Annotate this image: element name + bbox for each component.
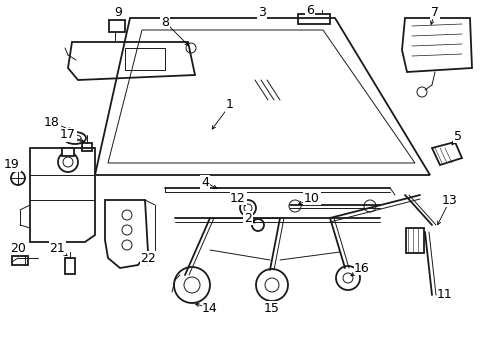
Bar	[62, 148, 74, 156]
Text: 11: 11	[436, 288, 452, 302]
Text: 12: 12	[230, 192, 245, 204]
Text: 4: 4	[201, 175, 208, 189]
Text: 6: 6	[305, 4, 313, 17]
Text: 9: 9	[114, 5, 122, 18]
Bar	[82, 143, 92, 151]
Text: 10: 10	[304, 192, 319, 204]
Text: 2: 2	[244, 211, 251, 225]
Text: 14: 14	[202, 302, 218, 315]
Text: 18: 18	[44, 116, 60, 129]
Bar	[12, 256, 28, 265]
Text: 15: 15	[264, 302, 279, 315]
Text: 13: 13	[441, 194, 457, 207]
Text: 22: 22	[140, 252, 156, 265]
Text: 5: 5	[453, 130, 461, 143]
Text: 7: 7	[430, 5, 438, 18]
Text: 3: 3	[258, 5, 265, 18]
Text: 20: 20	[10, 242, 26, 255]
Bar	[125, 48, 164, 70]
Text: 1: 1	[225, 99, 233, 112]
Bar	[109, 20, 125, 32]
Bar	[405, 228, 423, 253]
Text: 17: 17	[60, 129, 76, 141]
Text: 16: 16	[353, 261, 369, 274]
Text: 8: 8	[161, 15, 169, 28]
Text: 21: 21	[49, 242, 65, 255]
Bar	[297, 14, 329, 24]
Text: 19: 19	[4, 158, 20, 171]
Bar	[65, 258, 75, 274]
